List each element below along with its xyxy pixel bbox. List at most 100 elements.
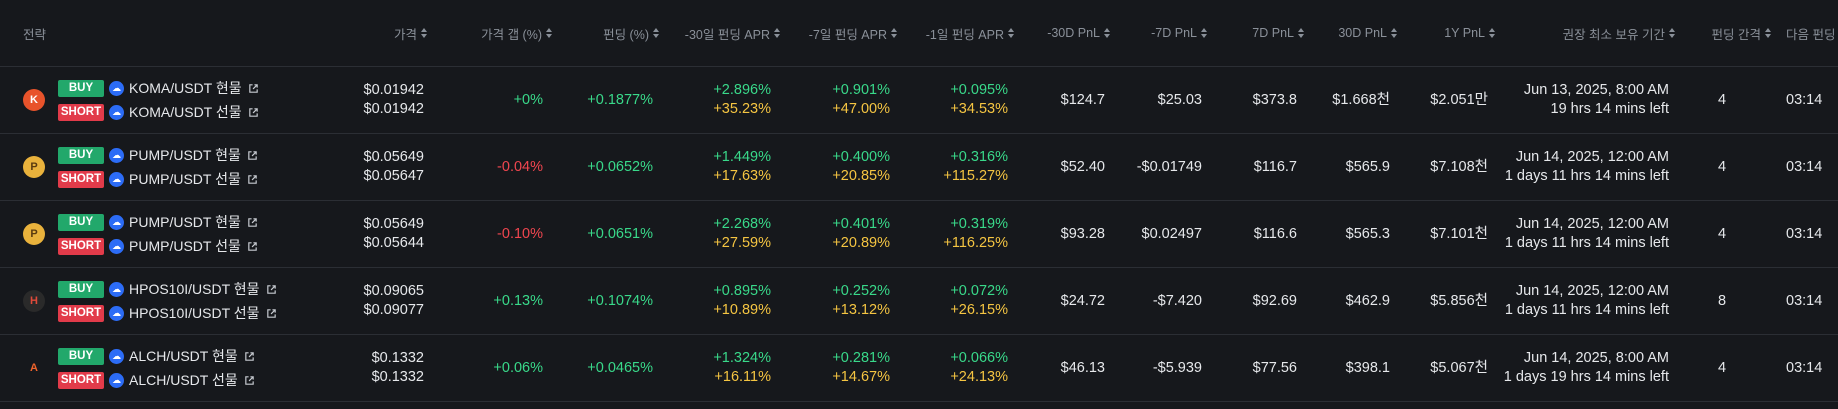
sort-icon xyxy=(1008,28,1015,38)
short-leg[interactable]: SHORT ☁ PUMP/USDT 선물 xyxy=(58,169,258,189)
short-pair-label: HPOS10I/USDT 선물 xyxy=(129,305,260,321)
next-funding-time: 03:14 xyxy=(1786,158,1823,175)
apr-30d-cell: +0.895% +10.89% xyxy=(713,268,771,334)
header-pnl-minus7d[interactable]: -7D PnL xyxy=(1151,0,1208,66)
exchange-cloud-icon: ☁ xyxy=(109,104,124,120)
next-funding-time: 03:14 xyxy=(1786,91,1823,108)
short-badge: SHORT xyxy=(58,170,104,188)
buy-leg[interactable]: BUY ☁ ALCH/USDT 현물 xyxy=(58,346,255,366)
price-gap: +0% xyxy=(513,91,543,108)
short-pair-label: KOMA/USDT 선물 xyxy=(129,104,242,120)
header-pnl-minus30d[interactable]: -30D PnL xyxy=(1047,0,1111,66)
apr-1d-annual: +26.15% xyxy=(950,302,1008,318)
apr-7d-annual: +13.12% xyxy=(832,302,890,318)
external-link-icon[interactable] xyxy=(247,174,258,185)
buy-leg[interactable]: BUY ☁ PUMP/USDT 현물 xyxy=(58,145,258,165)
apr-30d-annual: +16.11% xyxy=(714,369,771,385)
apr-30d-cell: +2.268% +27.59% xyxy=(713,201,771,267)
external-link-icon[interactable] xyxy=(247,217,258,228)
apr-30d-pct: +0.895% xyxy=(713,283,771,299)
apr-30d-annual: +10.89% xyxy=(713,302,771,318)
apr-7d-annual: +20.89% xyxy=(832,235,890,251)
pnl-minus7d-cell: -$5.939 xyxy=(1153,335,1202,401)
futures-price: $0.09077 xyxy=(363,302,424,318)
funding-rate: +0.0652% xyxy=(587,158,653,175)
external-link-icon[interactable] xyxy=(248,107,259,118)
buy-badge: BUY xyxy=(58,213,104,231)
buy-leg[interactable]: BUY ☁ PUMP/USDT 현물 xyxy=(58,212,258,232)
strategy-cell: BUY ☁ ALCH/USDT 현물 SHORT ☁ ALCH/USDT 선물 xyxy=(58,335,255,401)
spot-price: $0.1332 xyxy=(371,350,424,366)
funding-interval: 4 xyxy=(1717,225,1727,242)
pnl-value: $5.856천 xyxy=(1430,292,1488,309)
header-funding-interval[interactable]: 펀딩 간격 xyxy=(1712,0,1772,66)
table-row[interactable]: A BUY ☁ ALCH/USDT 현물 SHORT ☁ ALCH/USDT 선… xyxy=(0,335,1838,402)
price-gap: +0.06% xyxy=(493,359,543,376)
pnl-30d-cell: $565.3 xyxy=(1346,201,1390,267)
table-header: 전략 가격 가격 갭 (%) 펀딩 (%) -30일 펀딩 APR -7일 펀딩… xyxy=(0,0,1838,67)
header-next-funding[interactable]: 다음 펀딩 xyxy=(1786,27,1836,42)
price-gap-cell: +0.06% xyxy=(493,335,543,401)
external-link-icon[interactable] xyxy=(247,241,258,252)
hold-until-date: Jun 14, 2025, 8:00 AM xyxy=(1523,350,1669,366)
funding-cell: +0.0652% xyxy=(587,134,653,200)
header-pnl-7d[interactable]: 7D PnL xyxy=(1252,0,1305,66)
table-row[interactable]: K BUY ☁ KOMA/USDT 현물 SHORT ☁ KOMA/USDT 선… xyxy=(0,67,1838,134)
sort-icon xyxy=(774,28,781,38)
header-price-gap[interactable]: 가격 갭 (%) xyxy=(481,0,553,66)
hold-time-left: 1 days 11 hrs 14 mins left xyxy=(1504,235,1669,251)
buy-leg[interactable]: BUY ☁ KOMA/USDT 현물 xyxy=(58,78,259,98)
pnl-value: $2.051만 xyxy=(1430,91,1488,108)
buy-leg[interactable]: BUY ☁ HPOS10I/USDT 현물 xyxy=(58,279,277,299)
pnl-1y-cell: $7.101천 xyxy=(1430,201,1488,267)
buy-pair-label: PUMP/USDT 현물 xyxy=(129,147,241,163)
pnl-minus7d-cell: $25.03 xyxy=(1158,67,1202,133)
apr-7d-pct: +0.281% xyxy=(832,350,890,366)
header-pnl-30d[interactable]: 30D PnL xyxy=(1338,0,1398,66)
apr-1d-pct: +0.095% xyxy=(950,82,1008,98)
pnl-minus7d-cell: -$7.420 xyxy=(1153,268,1202,334)
min-hold-cell: Jun 13, 2025, 8:00 AM 19 hrs 14 mins lef… xyxy=(1524,67,1669,133)
strategy-cell: BUY ☁ HPOS10I/USDT 현물 SHORT ☁ HPOS10I/US… xyxy=(58,268,277,334)
header-apr-30d[interactable]: -30일 펀딩 APR xyxy=(685,0,781,66)
hold-until-date: Jun 14, 2025, 12:00 AM xyxy=(1515,283,1669,299)
external-link-icon[interactable] xyxy=(244,375,255,386)
sort-icon xyxy=(546,28,553,38)
exchange-cloud-icon: ☁ xyxy=(109,372,124,388)
apr-30d-annual: +35.23% xyxy=(713,101,771,117)
header-min-hold[interactable]: 권장 최소 보유 기간 xyxy=(1563,0,1676,66)
buy-pair-label: ALCH/USDT 현물 xyxy=(129,348,238,364)
pnl-value: $25.03 xyxy=(1157,91,1202,108)
table-row[interactable]: P BUY ☁ PUMP/USDT 현물 SHORT ☁ PUMP/USDT 선… xyxy=(0,134,1838,201)
price-cell: $0.05649 $0.05647 xyxy=(364,134,424,200)
sort-icon xyxy=(1489,28,1496,38)
header-price[interactable]: 가격 xyxy=(394,0,428,66)
table-row[interactable]: P BUY ☁ PUMP/USDT 현물 SHORT ☁ PUMP/USDT 선… xyxy=(0,201,1838,268)
external-link-icon[interactable] xyxy=(266,308,277,319)
table-row[interactable]: H BUY ☁ HPOS10I/USDT 현물 SHORT ☁ HPOS10I/… xyxy=(0,268,1838,335)
funding-interval: 8 xyxy=(1717,292,1727,309)
external-link-icon[interactable] xyxy=(248,83,259,94)
next-funding-time: 03:14 xyxy=(1786,359,1823,376)
short-leg[interactable]: SHORT ☁ HPOS10I/USDT 선물 xyxy=(58,303,277,323)
apr-30d-annual: +17.63% xyxy=(713,168,771,184)
price-gap-cell: +0.13% xyxy=(493,268,543,334)
hpos-icon: H xyxy=(23,290,45,312)
header-pnl-1y[interactable]: 1Y PnL xyxy=(1444,0,1496,66)
futures-price: $0.05644 xyxy=(363,235,424,251)
apr-7d-cell: +0.281% +14.67% xyxy=(832,335,890,401)
header-apr-1d[interactable]: -1일 펀딩 APR xyxy=(926,0,1015,66)
pnl-value: $565.3 xyxy=(1345,225,1390,242)
pnl-value: $1.668천 xyxy=(1332,91,1390,108)
external-link-icon[interactable] xyxy=(247,150,258,161)
short-leg[interactable]: SHORT ☁ ALCH/USDT 선물 xyxy=(58,370,255,390)
header-funding[interactable]: 펀딩 (%) xyxy=(603,0,660,66)
next-funding-cell: 03:14 xyxy=(1786,201,1822,267)
external-link-icon[interactable] xyxy=(244,351,255,362)
apr-1d-annual: +34.53% xyxy=(950,101,1008,117)
external-link-icon[interactable] xyxy=(266,284,277,295)
header-apr-7d[interactable]: -7일 펀딩 APR xyxy=(809,0,898,66)
short-leg[interactable]: SHORT ☁ PUMP/USDT 선물 xyxy=(58,236,258,256)
short-leg[interactable]: SHORT ☁ KOMA/USDT 선물 xyxy=(58,102,259,122)
